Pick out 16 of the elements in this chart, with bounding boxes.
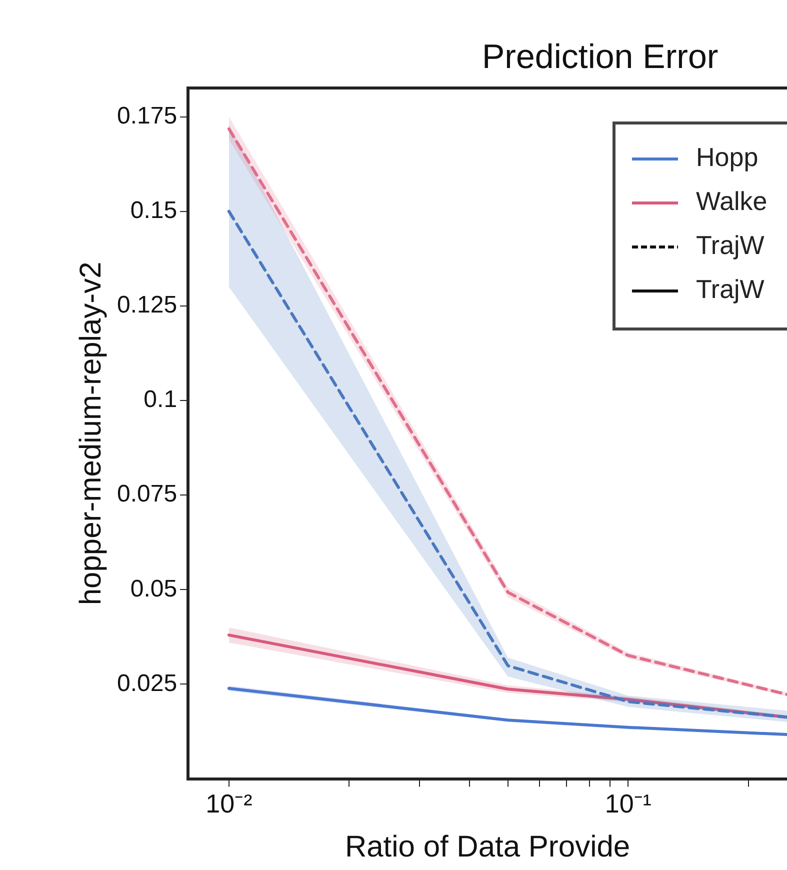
legend-label: Walke (696, 186, 768, 216)
annotation: TrajW (696, 230, 765, 260)
y-tick-label: 0.05 (130, 575, 178, 602)
x-tick-label: 10⁻² (206, 788, 253, 819)
y-tick-label: 0.175 (116, 102, 178, 130)
x-axis-title: Ratio of Data Provide (344, 830, 630, 864)
y-tick-label: 0.15 (130, 196, 178, 224)
y-tick-label: 0.025 (116, 670, 178, 697)
legend-label: Hopp (696, 142, 758, 172)
y-tick-label: 0.075 (116, 480, 178, 508)
chart-title: Prediction Error (482, 38, 718, 77)
y-tick-label: 0.1 (144, 386, 178, 414)
x-tick-label: 10⁻¹ (604, 788, 652, 819)
y-axis-title: hopper-medium-replay-v2 (74, 262, 108, 606)
annotation: TrajW (696, 274, 765, 304)
y-tick-label: 0.125 (116, 292, 178, 319)
